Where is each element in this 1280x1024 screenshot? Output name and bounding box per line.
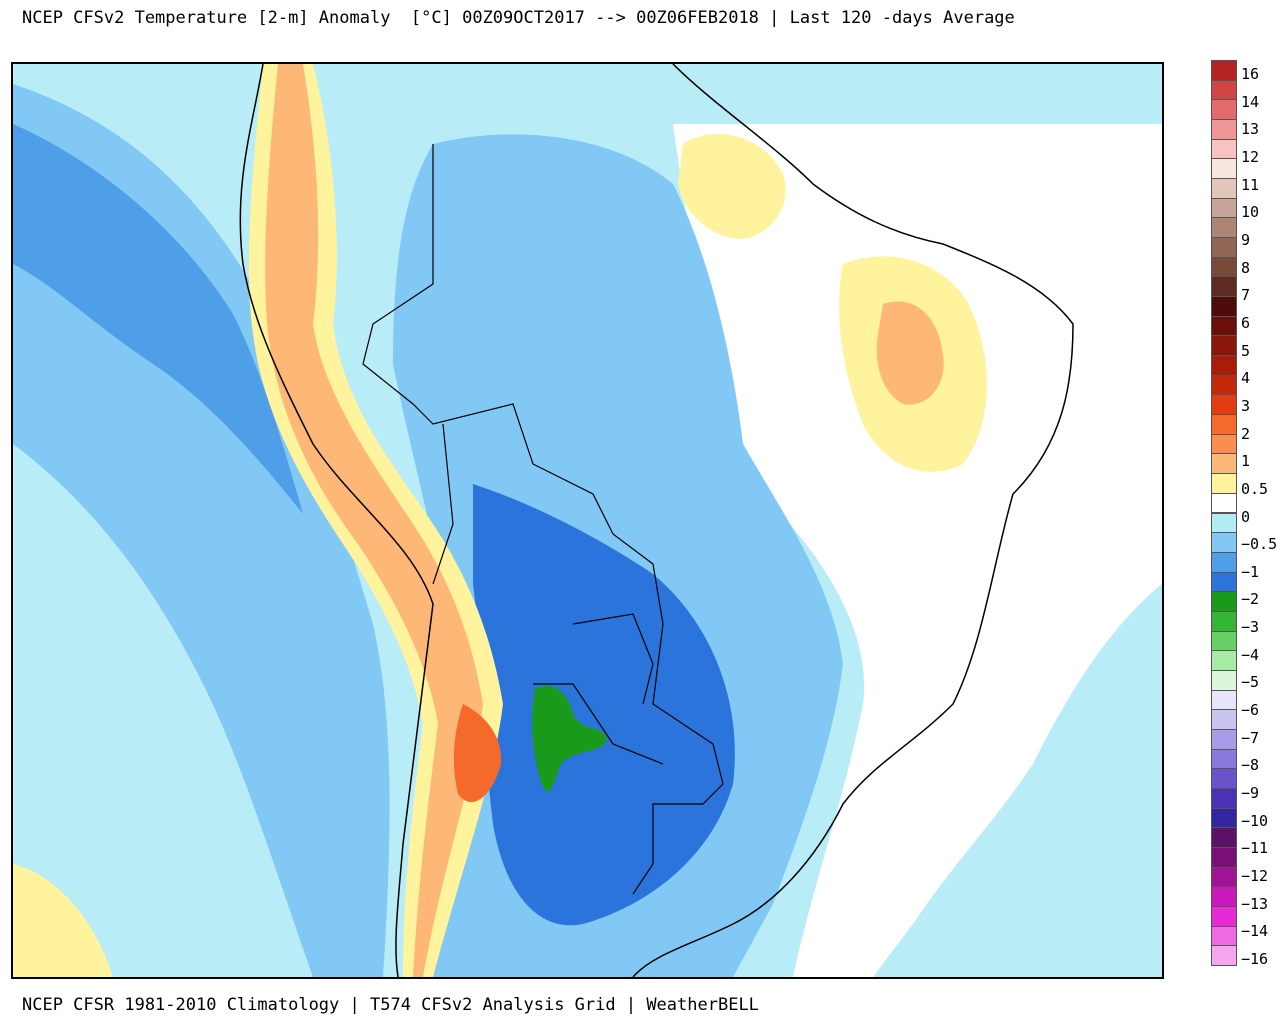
legend-swatch xyxy=(1211,610,1237,632)
cold-core-region xyxy=(473,484,735,926)
legend-swatch xyxy=(1211,551,1237,573)
legend-swatch xyxy=(1211,532,1237,553)
legend-swatch xyxy=(1211,807,1237,829)
guianas-warm-patch xyxy=(678,134,786,239)
legend-swatch xyxy=(1211,433,1237,455)
legend-swatch xyxy=(1211,571,1237,593)
legend-tick-label: −9 xyxy=(1241,784,1260,803)
map-footer: NCEP CFSR 1981-2010 Climatology | T574 C… xyxy=(22,995,759,1015)
legend-swatch xyxy=(1211,394,1237,416)
legend-swatch xyxy=(1211,512,1237,534)
legend-tick-label: 4 xyxy=(1241,369,1251,388)
legend-swatch xyxy=(1211,158,1237,180)
pacific-deep-cold-band xyxy=(13,124,303,514)
legend-swatch xyxy=(1211,79,1237,101)
legend-swatch xyxy=(1211,748,1237,770)
strongest-cold-anomaly xyxy=(532,685,607,792)
map-title: NCEP CFSv2 Temperature [2-m] Anomaly [°C… xyxy=(22,8,1015,28)
legend-swatch xyxy=(1211,119,1237,140)
legend-tick-label: 14 xyxy=(1241,92,1260,111)
legend-swatch xyxy=(1211,827,1237,848)
legend-tick-label: −10 xyxy=(1241,811,1269,830)
legend-swatch xyxy=(1211,689,1237,711)
legend-swatch xyxy=(1211,787,1237,809)
legend-swatch xyxy=(1211,728,1237,750)
legend-swatch xyxy=(1211,355,1237,376)
legend-tick-label: 8 xyxy=(1241,258,1251,277)
legend-tick-label: 13 xyxy=(1241,120,1260,139)
legend-swatch xyxy=(1211,374,1237,396)
southwest-warm-patch xyxy=(13,864,113,977)
legend-swatch xyxy=(1211,886,1237,907)
legend-tick-label: 5 xyxy=(1241,341,1251,360)
legend-swatch xyxy=(1211,650,1237,671)
legend-swatch xyxy=(1211,945,1237,966)
andes-warm-core xyxy=(453,704,502,803)
legend-tick-label: −1 xyxy=(1241,562,1260,581)
legend-tick-label: −12 xyxy=(1241,867,1269,886)
legend-swatch xyxy=(1211,669,1237,691)
legend-tick-label: −7 xyxy=(1241,728,1260,747)
legend-tick-label: 11 xyxy=(1241,175,1260,194)
legend-swatch xyxy=(1211,197,1237,219)
legend-swatch xyxy=(1211,414,1237,435)
legend-swatch xyxy=(1211,217,1237,239)
legend-tick-label: −16 xyxy=(1241,950,1269,968)
legend-swatch xyxy=(1211,866,1237,888)
legend-tick-label: 10 xyxy=(1241,203,1260,222)
legend-tick-label: 1 xyxy=(1241,452,1251,471)
legend-swatch xyxy=(1211,296,1237,317)
legend-swatch xyxy=(1211,768,1237,789)
legend-tick-label: −14 xyxy=(1241,922,1269,941)
legend-tick-label: −5 xyxy=(1241,673,1260,692)
legend-swatch xyxy=(1211,335,1237,357)
legend-swatch xyxy=(1211,905,1237,927)
legend-tick-label: 16 xyxy=(1241,65,1260,83)
legend-tick-label: −11 xyxy=(1241,839,1269,858)
legend-swatch xyxy=(1211,276,1237,298)
legend-swatch xyxy=(1211,256,1237,278)
legend-tick-label: 0 xyxy=(1241,507,1251,526)
legend-tick-label: −6 xyxy=(1241,701,1260,720)
legend-tick-label: 7 xyxy=(1241,286,1251,305)
legend-swatch xyxy=(1211,630,1237,652)
legend-swatch xyxy=(1211,315,1237,337)
legend-swatch xyxy=(1211,60,1237,81)
anomaly-map-canvas xyxy=(13,64,1162,977)
country-borders xyxy=(362,144,724,895)
legend-tick-label: 6 xyxy=(1241,313,1251,332)
legend-tick-label: 9 xyxy=(1241,230,1251,249)
legend-tick-label: 12 xyxy=(1241,147,1260,166)
atlantic-neutral-field xyxy=(673,124,1162,977)
legend-tick-label: 2 xyxy=(1241,424,1251,443)
legend-tick-label: −4 xyxy=(1241,645,1260,664)
andes-warm-band xyxy=(265,64,483,977)
legend-swatch xyxy=(1211,237,1237,258)
anomaly-map xyxy=(11,62,1164,979)
color-legend: 16 14 13 12 11 10 9 8 7 6 5 4 3 2 1 0.5 0 −0.5 −1 −2 −3 −4 −5 −… xyxy=(1211,60,1277,968)
legend-swatch xyxy=(1211,99,1237,121)
legend-swatch xyxy=(1211,925,1237,947)
legend-tick-label: −0.5 xyxy=(1241,535,1278,554)
legend-swatch xyxy=(1211,591,1237,612)
legend-swatch xyxy=(1211,178,1237,199)
continent-coastline xyxy=(239,64,1074,977)
legend-tick-label: −8 xyxy=(1241,756,1260,775)
legend-tick-label: −3 xyxy=(1241,618,1260,637)
legend-swatch xyxy=(1211,473,1237,494)
legend-swatch xyxy=(1211,453,1237,475)
legend-tick-label: 3 xyxy=(1241,396,1251,415)
legend-swatch xyxy=(1211,138,1237,160)
legend-tick-label: 0.5 xyxy=(1241,479,1269,498)
ne-brazil-warm-core xyxy=(876,301,944,405)
legend-swatch xyxy=(1211,846,1237,868)
legend-swatch xyxy=(1211,709,1237,730)
legend-swatch xyxy=(1211,492,1237,514)
legend-tick-label: −2 xyxy=(1241,590,1260,609)
legend-tick-label: −13 xyxy=(1241,894,1269,913)
